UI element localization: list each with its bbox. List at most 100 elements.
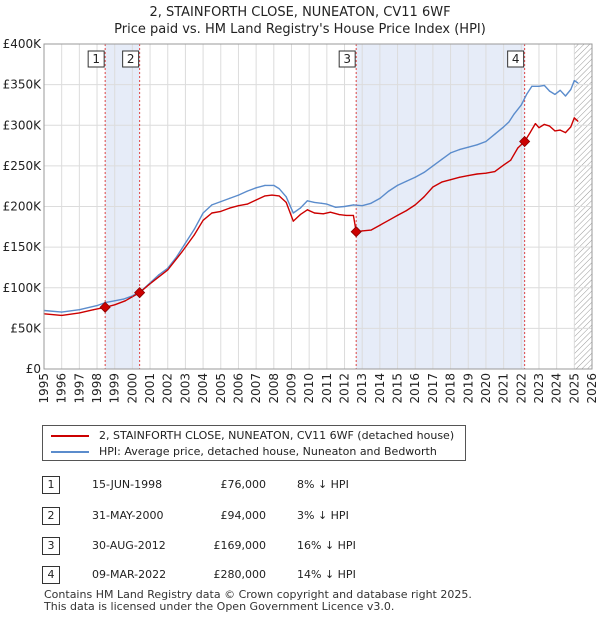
data-point-hpi xyxy=(202,212,204,214)
data-point-hpi xyxy=(306,200,308,202)
sale-label-number: 2 xyxy=(127,52,135,66)
data-point-hpi xyxy=(441,158,443,160)
x-tick-label: 2000 xyxy=(125,373,139,404)
data-point-property xyxy=(202,219,204,221)
legend-swatch-hpi xyxy=(51,451,89,453)
x-tick-label: 2017 xyxy=(426,373,440,404)
data-point-property xyxy=(322,213,324,215)
data-point-property xyxy=(92,309,95,311)
footer: Contains HM Land Registry data © Crown c… xyxy=(44,589,472,613)
data-point-hpi xyxy=(313,201,316,204)
data-point-property xyxy=(220,210,222,212)
sale-marker xyxy=(350,226,362,238)
x-tick-label: 2020 xyxy=(479,373,493,404)
x-tick-label: 2023 xyxy=(532,373,546,404)
sale-label-box xyxy=(122,50,140,68)
x-tick-label: 2016 xyxy=(408,373,422,404)
data-point-property xyxy=(211,212,213,214)
data-point-hpi xyxy=(320,202,323,204)
data-point-hpi xyxy=(292,212,294,214)
data-point-property xyxy=(517,147,519,149)
x-tick-label: 2022 xyxy=(514,373,528,404)
transaction-date: 09-MAR-2022 xyxy=(92,568,167,581)
table-row: 2 31-MAY-2000 £94,000 3% ↓ HPI xyxy=(42,507,462,527)
chart-title-block: 2, STAINFORTH CLOSE, NUNEATON, CV11 6WF … xyxy=(0,4,600,38)
data-point-hpi xyxy=(554,93,556,95)
y-tick-label: £0 xyxy=(26,362,41,376)
y-tick-label: £50K xyxy=(10,321,42,335)
chart-subtitle: Price paid vs. HM Land Registry's House … xyxy=(114,22,486,37)
data-point-hpi xyxy=(299,207,301,209)
x-tick-label: 2007 xyxy=(249,373,263,404)
data-point-property xyxy=(554,130,556,132)
data-point-property xyxy=(246,203,248,205)
transaction-number: 4 xyxy=(42,566,60,584)
legend-label-property: 2, STAINFORTH CLOSE, NUNEATON, CV11 6WF … xyxy=(99,429,455,442)
data-point-hpi xyxy=(531,85,533,87)
sale-label-box xyxy=(338,50,356,68)
x-tick-label: 2012 xyxy=(338,373,352,404)
transaction-hpi-diff: 14% ↓ HPI xyxy=(297,568,356,581)
data-point-hpi xyxy=(573,79,575,82)
table-row: 3 30-AUG-2012 £169,000 16% ↓ HPI xyxy=(42,537,462,557)
data-point-hpi xyxy=(220,201,222,203)
data-point-hpi xyxy=(405,180,407,182)
x-tick-label: 2003 xyxy=(178,373,192,404)
x-tick-label: 2006 xyxy=(231,373,245,404)
data-point-hpi xyxy=(61,311,63,313)
data-point-hpi xyxy=(114,300,116,302)
plot-area-frame xyxy=(43,43,593,370)
data-point-hpi xyxy=(361,205,363,207)
transaction-date: 30-AUG-2012 xyxy=(92,539,166,552)
data-point-property xyxy=(564,131,567,134)
x-tick-label: 1998 xyxy=(90,373,104,404)
price-chart: 1 2 3 4 £0 £50K £100K £150K £200K £250K £300K £350… xyxy=(3,37,599,404)
data-point-property xyxy=(548,125,551,127)
data-point-property xyxy=(285,201,287,204)
data-point-hpi xyxy=(343,205,346,208)
transaction-date: 31-MAY-2000 xyxy=(92,509,164,522)
data-point-property xyxy=(559,129,561,131)
transaction-price: £94,000 xyxy=(220,509,267,522)
x-tick-label: 2011 xyxy=(320,373,334,404)
data-point-hpi xyxy=(520,104,522,106)
data-point-property xyxy=(181,251,183,253)
sale-label-number: 1 xyxy=(92,52,100,66)
transaction-number: 3 xyxy=(42,537,60,555)
table-row: 4 09-MAR-2022 £280,000 14% ↓ HPI xyxy=(42,566,462,586)
data-point-property xyxy=(529,131,531,134)
data-point-property xyxy=(414,204,416,206)
x-tick-label: 1995 xyxy=(37,373,51,404)
data-point-property xyxy=(503,164,505,166)
data-point-hpi xyxy=(255,187,257,189)
legend-item-property: 2, STAINFORTH CLOSE, NUNEATON, CV11 6WF … xyxy=(51,428,454,444)
data-point-property xyxy=(299,214,301,216)
data-point-hpi xyxy=(264,184,266,186)
sale-marker xyxy=(134,287,146,299)
y-tick-label: £300K xyxy=(3,118,43,132)
data-point-property xyxy=(538,127,540,129)
data-point-property xyxy=(467,175,469,177)
data-point-property xyxy=(313,212,316,214)
data-point-property xyxy=(237,205,240,207)
data-point-property xyxy=(388,219,390,221)
x-tick-label: 2009 xyxy=(284,373,298,404)
data-point-hpi xyxy=(167,267,169,269)
y-tick-label: £400K xyxy=(3,37,43,51)
data-point-property xyxy=(338,214,340,216)
sale-label-box xyxy=(87,50,105,68)
data-point-property xyxy=(476,173,478,175)
data-point-hpi xyxy=(193,228,195,230)
data-point-property xyxy=(61,314,63,316)
data-point-property xyxy=(458,176,461,178)
transaction-number: 2 xyxy=(42,507,60,525)
data-point-hpi xyxy=(476,144,478,146)
data-point-property xyxy=(510,159,512,161)
data-point-property xyxy=(278,195,280,197)
data-point-property xyxy=(345,214,347,217)
data-point-hpi xyxy=(78,309,80,311)
sale-marker xyxy=(519,135,531,148)
data-point-hpi xyxy=(538,85,540,87)
x-tick-label: 2013 xyxy=(355,373,369,404)
data-point-hpi xyxy=(396,184,399,186)
